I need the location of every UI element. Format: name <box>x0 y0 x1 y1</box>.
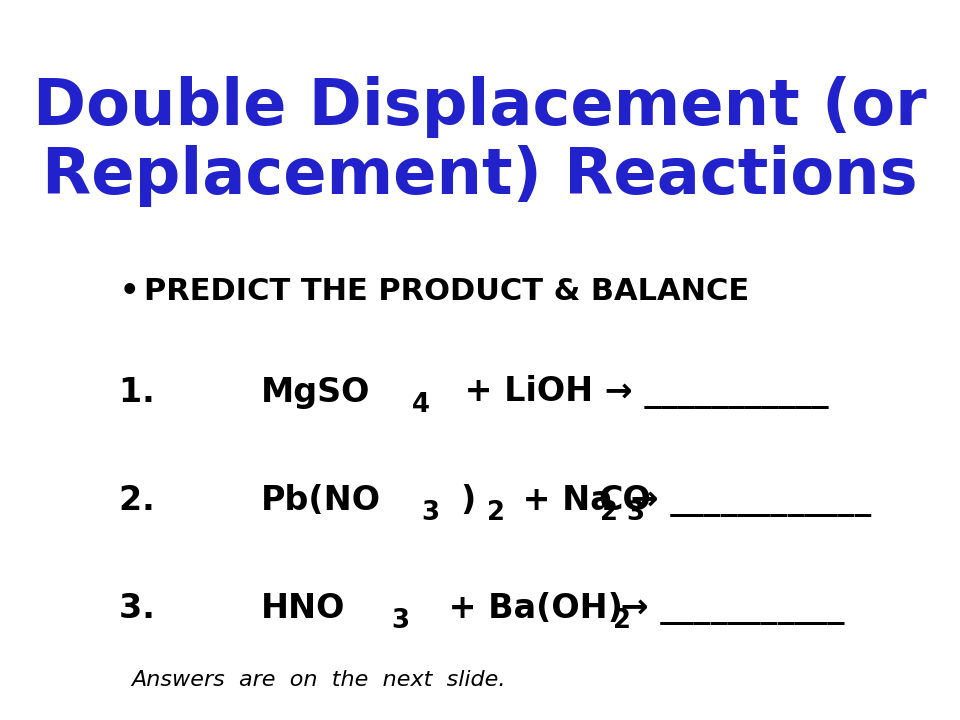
Text: 3.: 3. <box>119 592 179 625</box>
Text: → ___________: → ___________ <box>609 592 844 625</box>
Text: •: • <box>119 277 139 306</box>
Text: MgSO: MgSO <box>260 376 370 409</box>
Text: 2.: 2. <box>119 484 179 517</box>
Text: 3: 3 <box>421 500 440 526</box>
Text: 2: 2 <box>613 608 632 634</box>
Text: 2: 2 <box>488 500 506 526</box>
Text: 3: 3 <box>392 608 409 634</box>
Text: 3: 3 <box>627 500 644 526</box>
Text: ): ) <box>460 484 475 517</box>
Text: Double Displacement (or
Replacement) Reactions: Double Displacement (or Replacement) Rea… <box>34 76 926 207</box>
Text: → ____________: → ____________ <box>619 484 871 517</box>
Text: 2: 2 <box>600 500 618 526</box>
Text: Answers  are  on  the  next  slide.: Answers are on the next slide. <box>132 670 506 690</box>
Text: + Ba(OH): + Ba(OH) <box>437 592 622 625</box>
Text: 4: 4 <box>412 392 430 418</box>
Text: Pb(NO: Pb(NO <box>260 484 380 517</box>
Text: + LiOH → ___________: + LiOH → ___________ <box>453 375 828 410</box>
Text: CO: CO <box>598 484 651 517</box>
Text: + Na: + Na <box>511 484 612 517</box>
Text: HNO: HNO <box>260 592 345 625</box>
Text: 1.: 1. <box>119 376 179 409</box>
Text: PREDICT THE PRODUCT & BALANCE: PREDICT THE PRODUCT & BALANCE <box>144 277 749 306</box>
